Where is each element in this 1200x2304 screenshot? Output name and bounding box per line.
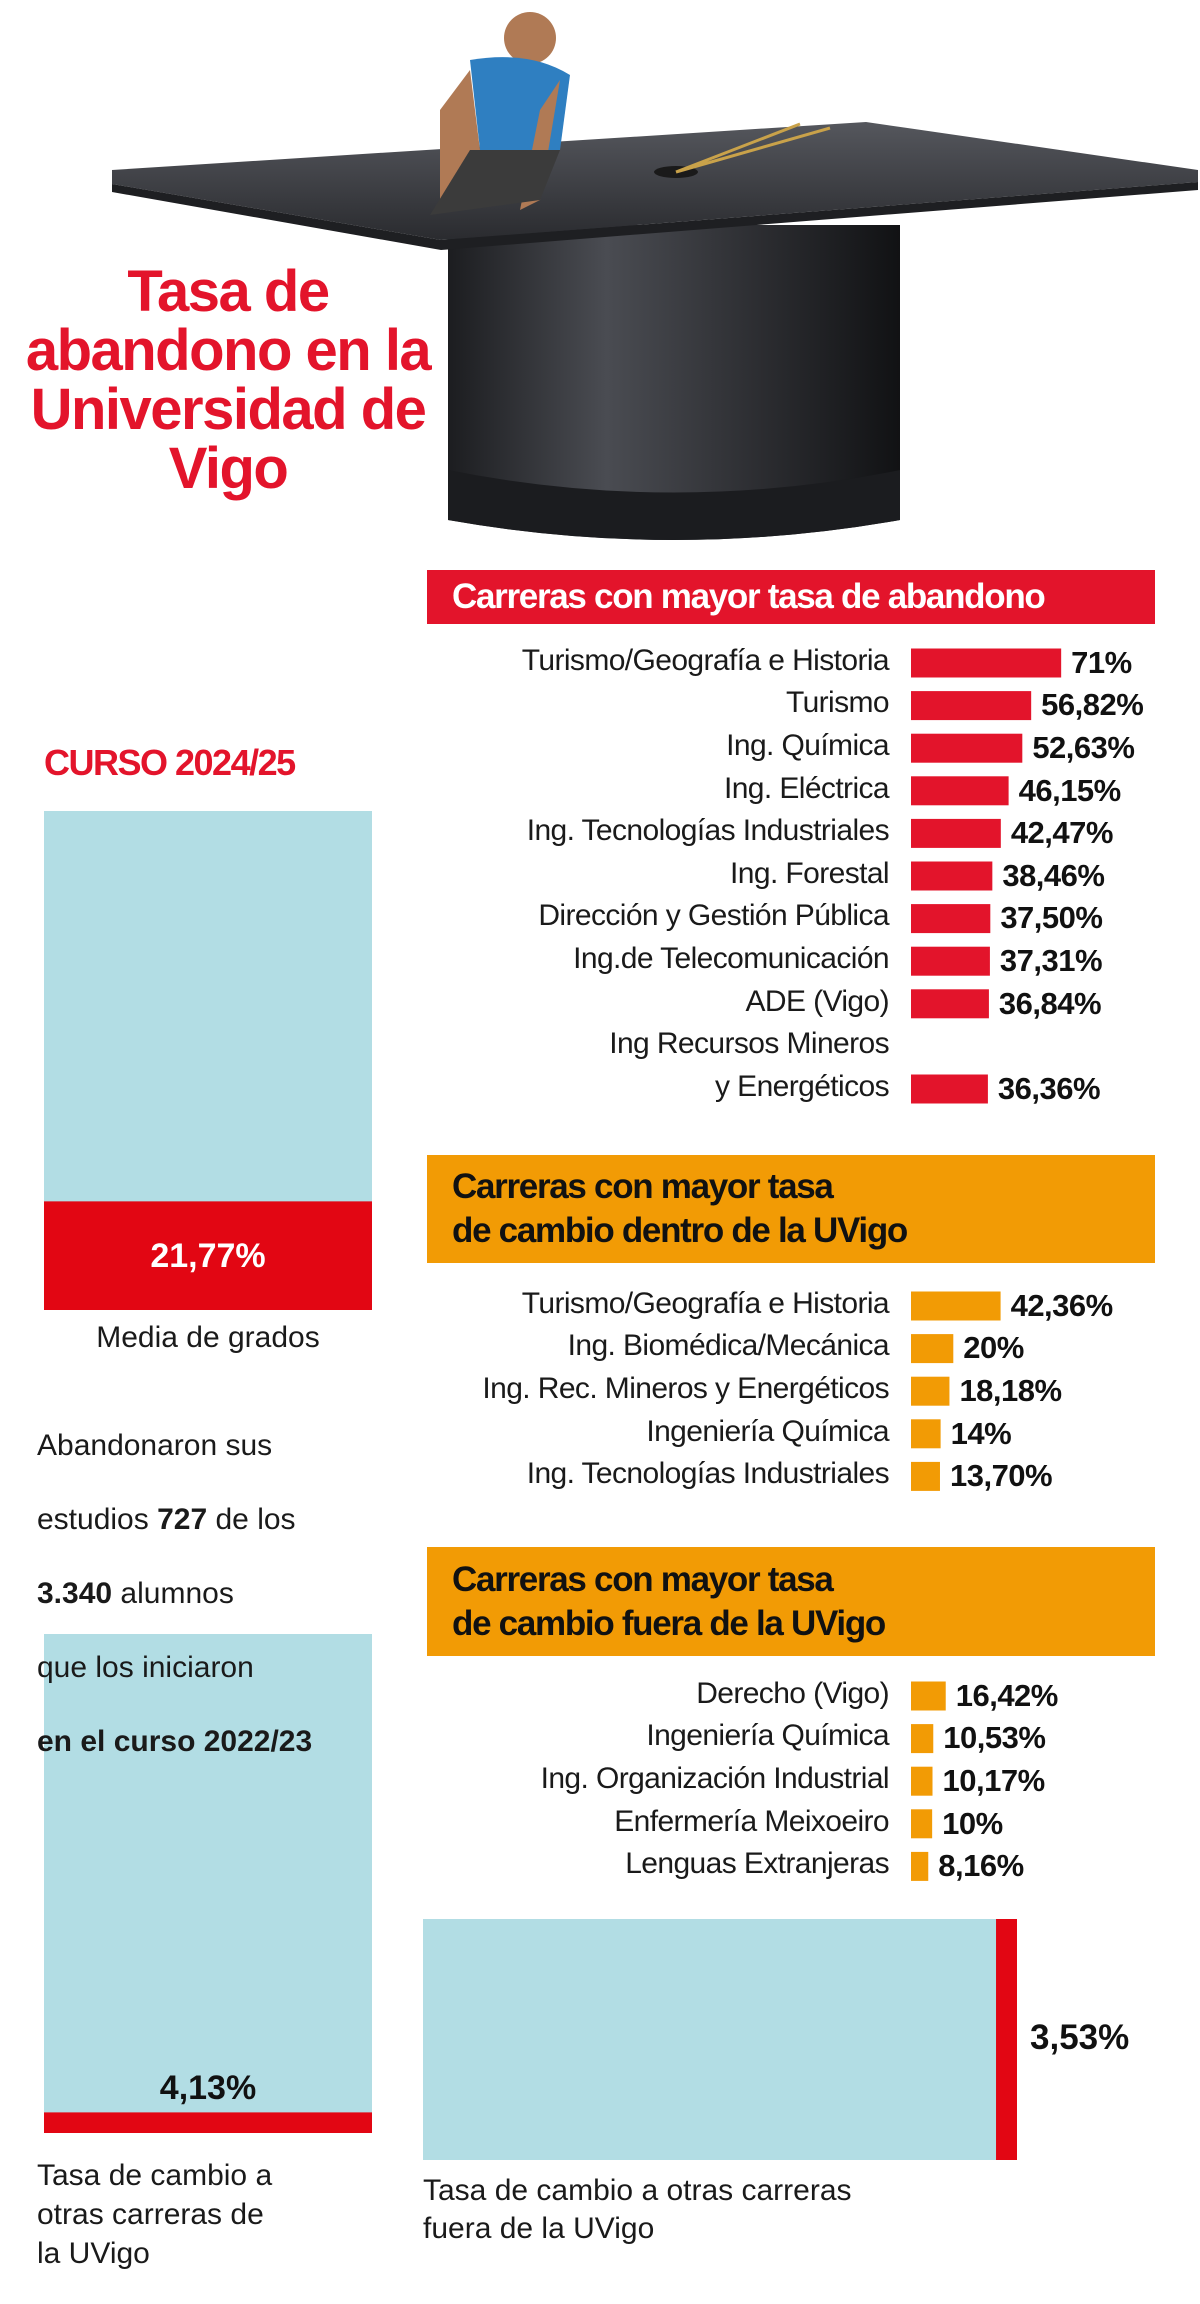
value-label: 42,47%	[1010, 815, 1114, 851]
main-title: Tasa de abandono en la Universidad de Vi…	[25, 259, 432, 501]
summary: Abandonaron sus estudios 727 de los 3.34…	[37, 1390, 312, 1797]
bar	[911, 1809, 933, 1839]
bar	[911, 946, 990, 976]
category-label: Ing. Tecnologías Industriales	[526, 814, 890, 848]
category-label: Turismo	[785, 686, 890, 720]
category-label: Turismo/Geografía e Historia	[521, 643, 890, 677]
value-label: 10,17%	[942, 1762, 1046, 1798]
value-label: 14%	[950, 1415, 1012, 1451]
category-label: Turismo/Geografía e Historia	[521, 1286, 890, 1320]
value-label: 37,50%	[1000, 900, 1103, 936]
category-label: Ing. Tecnologías Industriales	[526, 1457, 890, 1491]
value-label: 36,36%	[997, 1070, 1101, 1106]
bar	[911, 1766, 933, 1796]
category-label: Ing Recursos Mineros y Energéticos	[609, 1027, 889, 1103]
summary-line: Abandonaron sus	[37, 1427, 312, 1464]
value-label: 13,70%	[949, 1458, 1053, 1494]
bar	[911, 1376, 950, 1406]
summary-text: que los iniciaron	[37, 1651, 254, 1684]
value-label: 16,42%	[955, 1677, 1059, 1713]
bar	[911, 1681, 946, 1711]
value-label: 10,53%	[943, 1720, 1046, 1756]
bar	[911, 1461, 940, 1491]
bar	[911, 861, 993, 891]
category-label: Ing. Rec. Mineros y Energéticos	[482, 1371, 889, 1405]
summary-line: que los iniciaron	[37, 1649, 312, 1686]
value-label: 18,18%	[959, 1372, 1062, 1408]
bar	[911, 904, 991, 934]
value-label: 42,36%	[1010, 1287, 1114, 1323]
value-label: 3,53%	[1030, 2017, 1130, 2057]
worker-figure	[430, 12, 570, 215]
fill-bar	[44, 2112, 372, 2133]
bar	[911, 733, 1023, 763]
caption: Tasa de cambio a otras carreras fuera de…	[423, 2174, 852, 2245]
summary-text: alumnos	[120, 1577, 234, 1610]
category-label: Ing. Química	[726, 728, 889, 762]
cap-board	[112, 122, 1198, 240]
caption: Media de grados	[96, 1321, 320, 1354]
value-label: 56,82%	[1041, 687, 1144, 723]
fill-bar	[44, 1201, 372, 1310]
bar	[911, 1334, 954, 1364]
category-label: Dirección y Gestión Pública	[538, 899, 889, 933]
tassel	[675, 122, 831, 174]
value-label: 37,31%	[999, 942, 1103, 978]
course-label: CURSO 2024/25	[44, 742, 296, 783]
section-header: Carreras con mayor tasa de cambio dentro…	[427, 1155, 1155, 1263]
section-header: Carreras con mayor tasa de abandono	[427, 570, 1155, 624]
cap-board-edge	[112, 182, 1198, 250]
summary-emphasis: en el curso 2022/23	[37, 1725, 313, 1758]
value-label: 52,63%	[1032, 729, 1135, 765]
bar	[911, 989, 989, 1019]
bar	[911, 1291, 1001, 1321]
value-label: 8,16%	[938, 1848, 1024, 1884]
summary-line: 3.340 alumnos	[37, 1575, 312, 1612]
category-label: Ingeniería Química	[646, 1414, 889, 1448]
summary-line: estudios 727 de los	[37, 1501, 312, 1538]
category-label: ADE (Vigo)	[745, 984, 889, 1018]
summary-text: estudios	[37, 1503, 149, 1536]
caption: Tasa de cambio a otras carreras de la UV…	[37, 2159, 273, 2270]
category-label: Derecho (Vigo)	[696, 1676, 889, 1710]
track	[423, 1919, 1017, 2160]
bar	[911, 1419, 941, 1449]
category-label: Ing. Biomédica/Mecánica	[567, 1329, 890, 1363]
track	[44, 1634, 372, 2133]
category-label: Ing.de Telecomunicación	[573, 941, 889, 975]
value-label: 20%	[963, 1330, 1024, 1366]
category-label: Ingeniería Química	[646, 1719, 889, 1753]
bar	[911, 1724, 934, 1754]
category-label: Lenguas Extranjeras	[625, 1847, 889, 1881]
bar	[911, 1074, 988, 1104]
bar	[911, 648, 1062, 678]
value-label: 21,77%	[150, 1236, 266, 1275]
fill-bar	[996, 1919, 1017, 2160]
summary-text: de los	[215, 1503, 296, 1536]
cap-band	[448, 470, 900, 540]
bar	[911, 818, 1001, 848]
bar	[911, 776, 1009, 806]
value-label: 38,46%	[1002, 857, 1105, 893]
bar	[911, 1851, 929, 1881]
summary-line: en el curso 2022/23	[37, 1723, 312, 1760]
cap-body	[448, 225, 900, 540]
category-label: Ing. Forestal	[730, 856, 890, 890]
category-label: Ing. Eléctrica	[723, 771, 890, 805]
value-label: 71%	[1071, 644, 1132, 680]
category-label: Enfermería Meixoeiro	[614, 1804, 889, 1838]
section-header: Carreras con mayor tasa de cambio fuera …	[427, 1547, 1155, 1656]
summary-number: 3.340	[37, 1577, 113, 1610]
category-label: Ing. Organización Industrial	[540, 1761, 890, 1795]
value-label: 10%	[942, 1805, 1003, 1841]
value-label: 46,15%	[1018, 772, 1122, 808]
summary-number: 727	[157, 1503, 208, 1536]
bar	[911, 691, 1032, 721]
graduation-cap	[112, 12, 1198, 540]
value-label: 4,13%	[159, 2069, 257, 2108]
value-label: 36,84%	[998, 985, 1102, 1021]
summary-text: Abandonaron sus	[37, 1429, 273, 1462]
